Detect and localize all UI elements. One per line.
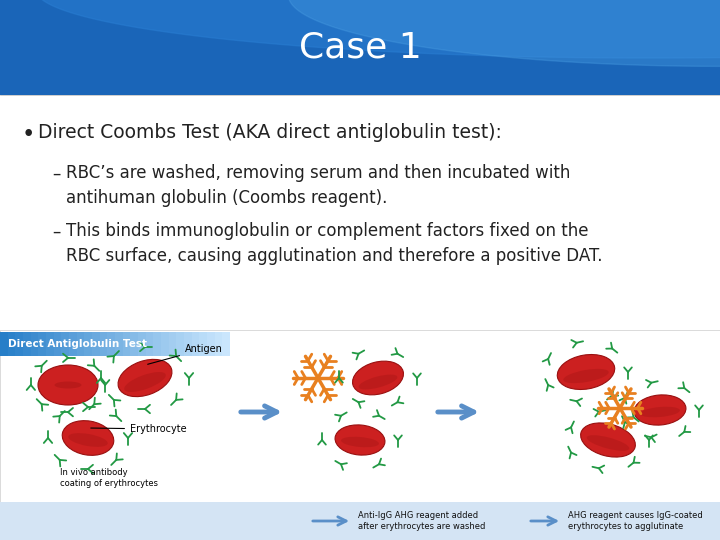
FancyBboxPatch shape <box>207 332 215 356</box>
Text: AHG reagent causes IgG-coated
erythrocytes to agglutinate: AHG reagent causes IgG-coated erythrocyt… <box>568 511 703 531</box>
FancyBboxPatch shape <box>38 332 46 356</box>
Ellipse shape <box>587 435 629 451</box>
FancyBboxPatch shape <box>176 332 184 356</box>
FancyBboxPatch shape <box>122 332 130 356</box>
FancyBboxPatch shape <box>54 332 61 356</box>
FancyBboxPatch shape <box>99 332 107 356</box>
FancyBboxPatch shape <box>46 332 54 356</box>
Text: RBC’s are washed, removing serum and then incubated with
antihuman globulin (Coo: RBC’s are washed, removing serum and the… <box>66 165 570 207</box>
Ellipse shape <box>38 365 98 405</box>
Ellipse shape <box>68 433 108 447</box>
Ellipse shape <box>124 372 166 392</box>
FancyBboxPatch shape <box>61 332 69 356</box>
Text: Direct Coombs Test (AKA direct antiglobulin test):: Direct Coombs Test (AKA direct antiglobu… <box>38 123 502 141</box>
FancyBboxPatch shape <box>130 332 138 356</box>
FancyBboxPatch shape <box>161 332 168 356</box>
Ellipse shape <box>359 375 397 389</box>
FancyBboxPatch shape <box>0 330 720 540</box>
FancyBboxPatch shape <box>184 332 192 356</box>
Ellipse shape <box>580 423 635 457</box>
FancyBboxPatch shape <box>145 332 153 356</box>
FancyBboxPatch shape <box>31 332 38 356</box>
FancyBboxPatch shape <box>138 332 145 356</box>
Ellipse shape <box>55 381 81 388</box>
Ellipse shape <box>640 407 680 417</box>
Text: Direct Antiglobulin Test: Direct Antiglobulin Test <box>8 339 147 349</box>
FancyBboxPatch shape <box>215 332 222 356</box>
FancyBboxPatch shape <box>0 332 8 356</box>
Text: Case 1: Case 1 <box>299 30 421 64</box>
Ellipse shape <box>557 355 615 389</box>
FancyBboxPatch shape <box>0 502 720 540</box>
Text: Erythrocyte: Erythrocyte <box>91 424 186 434</box>
FancyBboxPatch shape <box>153 332 161 356</box>
Text: –: – <box>52 222 60 240</box>
Text: This binds immunoglobulin or complement factors fixed on the
RBC surface, causin: This binds immunoglobulin or complement … <box>66 222 603 265</box>
Text: In vivo antibody
coating of erythrocytes: In vivo antibody coating of erythrocytes <box>60 468 158 488</box>
FancyBboxPatch shape <box>107 332 115 356</box>
FancyBboxPatch shape <box>15 332 23 356</box>
Ellipse shape <box>335 425 385 455</box>
FancyBboxPatch shape <box>76 332 84 356</box>
FancyBboxPatch shape <box>69 332 76 356</box>
FancyBboxPatch shape <box>0 0 720 94</box>
FancyBboxPatch shape <box>23 332 31 356</box>
FancyBboxPatch shape <box>192 332 199 356</box>
Ellipse shape <box>118 360 172 396</box>
Text: •: • <box>22 123 35 145</box>
Ellipse shape <box>563 369 608 383</box>
FancyBboxPatch shape <box>115 332 122 356</box>
Text: Antigen: Antigen <box>148 344 223 365</box>
Ellipse shape <box>634 395 686 425</box>
Text: Anti-IgG AHG reagent added
after erythrocytes are washed: Anti-IgG AHG reagent added after erythro… <box>358 511 485 531</box>
Text: –: – <box>52 165 60 183</box>
Ellipse shape <box>62 421 114 455</box>
FancyBboxPatch shape <box>168 332 176 356</box>
Ellipse shape <box>353 361 403 395</box>
FancyBboxPatch shape <box>222 332 230 356</box>
FancyBboxPatch shape <box>92 332 99 356</box>
Ellipse shape <box>341 437 379 447</box>
FancyBboxPatch shape <box>199 332 207 356</box>
FancyBboxPatch shape <box>8 332 15 356</box>
FancyBboxPatch shape <box>84 332 92 356</box>
